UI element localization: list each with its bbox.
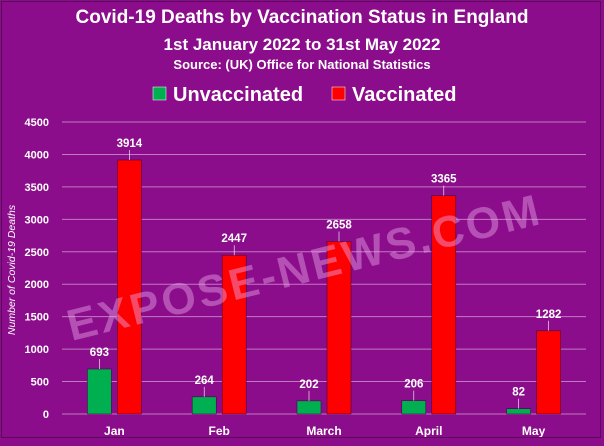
bar-vaccinated-feb [221,254,247,415]
legend-swatch-2 [331,86,346,101]
legend-label-2: Vaccinated [352,84,457,106]
data-label-vaccinated-april: 3365 [431,174,457,186]
data-labels: 693 3914 264 2447 202 2658 206 3365 82 1282 [90,138,562,409]
data-label-unvaccinated-march: 202 [299,379,318,391]
y-tick-label-4000: 4000 [25,149,49,161]
chart-subtitle: 1st January 2022 to 31st May 2022 [164,35,441,54]
x-tick-label-jan: Jan [104,424,125,438]
y-tick-label-1500: 1500 [25,312,49,324]
y-tick-label-3000: 3000 [25,214,49,226]
chart-title: Covid-19 Deaths by Vaccination Status in… [76,7,529,28]
legend: Unvaccinated Vaccinated [152,84,457,106]
data-label-vaccinated-feb: 2447 [221,233,247,245]
legend-label-1: Unvaccinated [173,84,303,106]
x-tick-label-april: April [415,424,442,438]
data-label-unvaccinated-may: 82 [512,387,525,399]
y-tick-label-4500: 4500 [25,117,49,129]
y-tick-label-3500: 3500 [25,182,49,194]
bar-unvaccinated-april [401,400,427,415]
x-tick-label-feb: Feb [209,424,230,438]
data-label-vaccinated-may: 1282 [536,309,562,321]
y-tick-label-2500: 2500 [25,247,49,259]
bar-vaccinated-jan [117,159,142,415]
bar-vaccinated-may [536,330,561,415]
bar-vaccinated-april [431,195,457,415]
x-axis-ticks: Jan Feb March April May [104,424,546,438]
data-label-unvaccinated-april: 206 [404,379,423,391]
y-tick-label-0: 0 [43,409,49,421]
data-label-vaccinated-jan: 3914 [117,138,143,150]
x-tick-label-march: March [306,424,341,438]
bars [87,159,561,415]
y-tick-label-2000: 2000 [25,279,49,291]
data-label-unvaccinated-feb: 264 [195,375,215,387]
bar-unvaccinated-march [296,400,322,415]
grid [62,121,586,415]
chart-source: Source: (UK) Office for National Statist… [173,57,430,72]
x-tick-label-may: May [522,424,546,438]
data-label-vaccinated-march: 2658 [326,220,352,232]
y-axis-label: Number of Covid-19 Deaths [6,204,18,335]
bar-unvaccinated-may [506,408,531,415]
bar-unvaccinated-feb [191,396,217,415]
legend-swatch-1 [152,86,167,101]
bar-vaccinated-march [326,241,352,415]
y-axis-ticks: 0 500 1000 1500 2000 2500 3000 3500 4000 4500 [25,117,49,421]
data-label-unvaccinated-jan: 693 [90,347,109,359]
bar-unvaccinated-jan [87,368,112,415]
y-tick-label-1000: 1000 [25,344,49,356]
y-tick-label-500: 500 [31,377,49,389]
